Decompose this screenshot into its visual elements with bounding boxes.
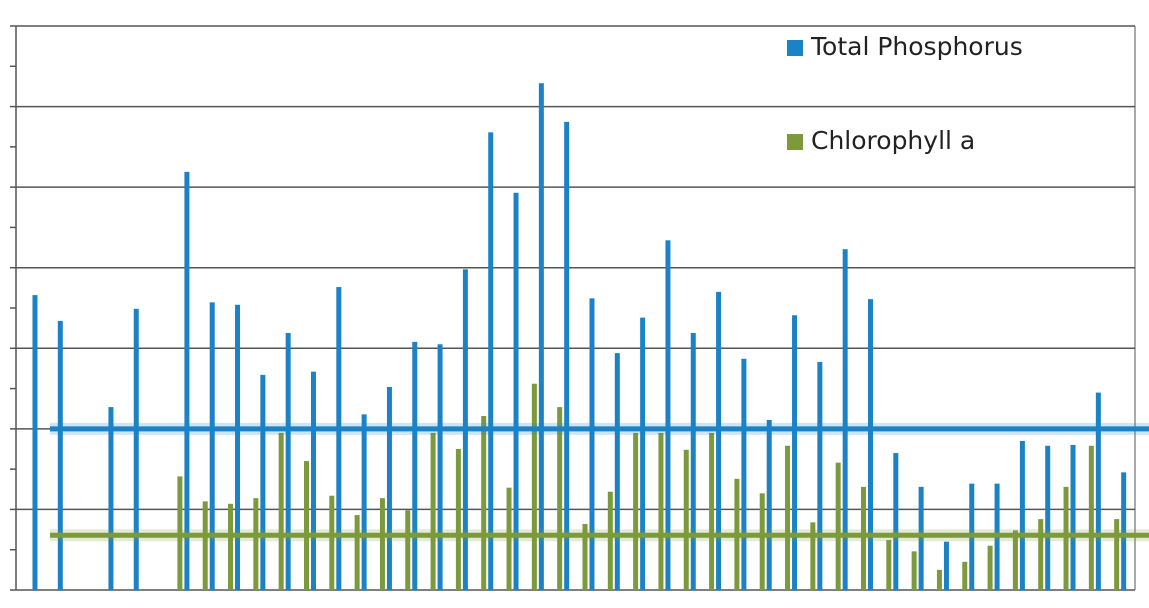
bar — [57, 320, 63, 590]
bar — [1095, 392, 1101, 590]
bar — [557, 407, 563, 590]
bar — [235, 304, 241, 590]
bar — [835, 462, 841, 590]
bar — [108, 407, 114, 590]
bar — [766, 419, 772, 590]
bar — [531, 383, 537, 590]
bar — [430, 432, 436, 590]
bar — [759, 493, 765, 590]
bar — [690, 332, 696, 590]
bar — [1121, 472, 1127, 590]
bar — [506, 487, 512, 590]
bar — [683, 449, 689, 590]
bar — [361, 414, 367, 590]
legend-label: Chlorophyll a — [811, 126, 975, 155]
bar — [918, 486, 924, 590]
bar — [1045, 445, 1051, 590]
bar — [962, 561, 968, 590]
bar — [310, 371, 316, 590]
bar — [379, 498, 385, 590]
bar — [936, 569, 942, 590]
bar — [943, 541, 949, 590]
bar — [133, 308, 139, 590]
bar — [640, 317, 646, 590]
bar — [386, 386, 392, 590]
bar — [709, 432, 715, 590]
bar — [1012, 530, 1018, 590]
bar — [614, 353, 620, 590]
bar — [481, 415, 487, 590]
bar — [253, 498, 259, 590]
bar — [810, 522, 816, 590]
bar — [607, 491, 613, 590]
bar — [785, 445, 791, 590]
bar — [911, 551, 917, 590]
bar — [303, 461, 309, 590]
bar — [202, 501, 208, 590]
bar — [716, 291, 722, 590]
bar — [1019, 440, 1025, 590]
bar — [633, 432, 639, 590]
bar — [412, 341, 418, 590]
bar — [867, 299, 873, 590]
bar — [329, 495, 335, 590]
bar — [893, 453, 899, 590]
bar — [538, 83, 544, 590]
bar — [842, 249, 848, 590]
bar — [665, 240, 671, 590]
bar — [354, 515, 360, 590]
bar — [658, 432, 664, 590]
bar — [278, 432, 284, 590]
bar — [792, 315, 798, 590]
bar — [336, 287, 342, 590]
bar — [488, 132, 494, 590]
bar — [1088, 445, 1094, 590]
legend-swatch — [787, 40, 803, 56]
bar — [817, 361, 823, 590]
bar — [455, 449, 461, 590]
bar — [209, 302, 215, 590]
bar — [589, 298, 595, 590]
bar — [405, 510, 411, 590]
bar — [285, 332, 291, 590]
bar — [987, 545, 993, 590]
bar — [860, 486, 866, 590]
bar — [582, 523, 588, 590]
bar — [437, 344, 443, 590]
bar — [1038, 519, 1044, 590]
bar — [1070, 444, 1076, 590]
bar — [184, 171, 190, 590]
bar — [1063, 486, 1069, 590]
bar — [1114, 519, 1120, 590]
bar — [513, 192, 519, 591]
bar — [228, 503, 234, 590]
bar — [886, 540, 892, 590]
bar — [32, 295, 38, 590]
legend-label: Total Phosphorus — [810, 32, 1023, 61]
bar — [260, 374, 266, 590]
legend-swatch — [787, 134, 803, 150]
bar — [564, 121, 570, 590]
bar — [741, 358, 747, 590]
